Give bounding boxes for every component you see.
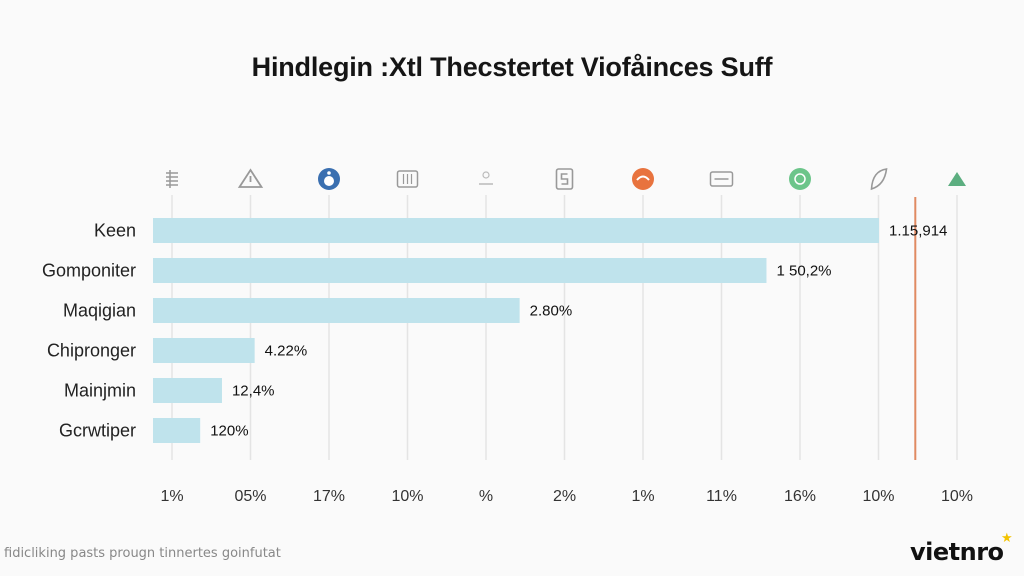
leaf-icon bbox=[870, 168, 888, 191]
orange-circle-icon bbox=[632, 168, 654, 190]
number-icon bbox=[555, 168, 574, 190]
data-label: 120% bbox=[210, 423, 248, 440]
star-icon: ★ bbox=[1001, 530, 1013, 545]
x-tick-label: 2% bbox=[553, 488, 576, 505]
category-label: Chipronger bbox=[47, 341, 136, 361]
x-tick-label: 10% bbox=[862, 488, 894, 505]
grid-icon bbox=[396, 170, 419, 188]
x-tick-label: 16% bbox=[784, 488, 816, 505]
data-label: 1.15,914 bbox=[889, 223, 947, 240]
bar bbox=[153, 218, 879, 243]
category-label: Keen bbox=[94, 221, 136, 241]
data-label: 12,4% bbox=[232, 383, 275, 400]
x-tick-label: 05% bbox=[234, 488, 266, 505]
x-tick-label: 1% bbox=[160, 488, 183, 505]
x-tick-label: 10% bbox=[941, 488, 973, 505]
warning-icon bbox=[237, 168, 264, 188]
list-icon bbox=[166, 170, 178, 188]
bar bbox=[153, 378, 222, 403]
brand-logo: vietnro bbox=[910, 538, 1004, 566]
category-label: Mainjmin bbox=[64, 381, 136, 401]
bar bbox=[153, 418, 201, 443]
x-tick-label: 11% bbox=[706, 488, 737, 505]
keyboard-icon bbox=[709, 171, 734, 187]
x-tick-label: 10% bbox=[391, 488, 423, 505]
footnote: fidicliking pasts prougn tinnertes goinf… bbox=[4, 546, 281, 561]
x-tick-label: 17% bbox=[313, 488, 345, 505]
bar bbox=[153, 298, 520, 323]
triangle-icon bbox=[948, 172, 966, 186]
data-label: 4.22% bbox=[265, 343, 308, 360]
green-circle-icon bbox=[789, 168, 811, 190]
bar bbox=[153, 258, 767, 283]
category-label: Gcrwtiper bbox=[59, 421, 136, 441]
info-circle-icon bbox=[318, 168, 340, 190]
category-label: Maqigian bbox=[63, 301, 136, 321]
x-tick-label: % bbox=[479, 488, 493, 505]
data-label: 1 50,2% bbox=[776, 263, 831, 280]
x-tick-label: 1% bbox=[631, 488, 654, 505]
dots-icon bbox=[479, 171, 493, 185]
data-label: 2.80% bbox=[530, 303, 573, 320]
bar bbox=[153, 338, 255, 363]
chart-title: Hindlegin :Xtl Thecstertet Viofåinces Su… bbox=[251, 52, 773, 82]
category-label: Gomponiter bbox=[42, 261, 136, 281]
